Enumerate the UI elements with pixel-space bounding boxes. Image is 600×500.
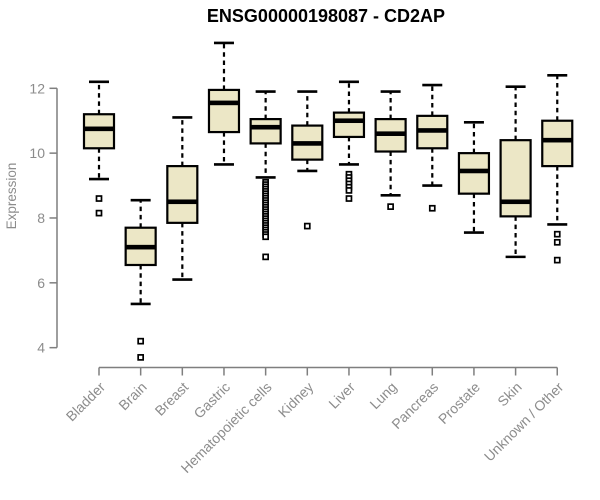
median-line [417,128,448,133]
iqr-box [541,119,574,168]
x-tick-label: Unknown / Other [481,379,567,465]
y-tick-label: 8 [37,210,45,226]
x-tick-label: Breast [152,379,192,419]
outlier-point [387,203,394,210]
iqr-box [332,111,366,139]
x-tick-label: Kidney [275,379,317,421]
outlier-point [137,354,145,361]
median-line [500,199,531,205]
outlier-point [553,238,561,246]
outlier-point [262,233,269,241]
iqr-box [457,152,491,195]
x-tick-label: Lung [366,379,399,412]
outlier-point [345,195,353,202]
y-tick-label: 12 [29,80,45,96]
y-tick-label: 6 [37,275,45,291]
boxplot-liver [332,80,366,202]
x-tick-label: Brain [115,379,149,413]
x-tick-label: Skin [494,379,525,410]
boxplot-kidney [291,90,324,230]
outlier-point [553,230,561,238]
boxplot-pancreas [416,83,449,212]
chart-title: ENSG00000198087 - CD2AP [207,6,445,26]
median-line [542,137,573,143]
outlier-point [345,187,353,194]
median-line [333,118,364,124]
median-line [375,131,406,136]
iqr-box [166,165,199,224]
boxplot-brain [124,198,157,361]
boxplot-prostate [457,121,491,234]
boxes-layer [82,41,574,361]
y-tick-label: 10 [29,145,45,161]
iqr-box [82,113,116,150]
median-line [292,141,323,146]
iqr-box [207,88,241,134]
iqr-box [499,139,532,218]
median-line [208,100,239,106]
x-tick-label: Prostate [435,379,483,427]
median-line [167,199,198,205]
boxplot-bladder [82,80,116,217]
outlier-point [428,204,436,212]
boxplot-breast [166,116,199,281]
y-axis-label: Expression [4,163,19,230]
x-tick-label: Liver [325,379,358,412]
boxplot-skin [499,85,532,259]
outlier-point [95,195,103,202]
boxplot-unknown-other [541,74,574,264]
median-line [458,168,489,174]
outlier-point [553,256,561,264]
median-line [250,124,281,130]
outlier-point [137,337,145,345]
outlier-point [262,253,269,261]
outlier-point [303,222,311,230]
outlier-point [95,209,103,217]
median-line [125,244,156,250]
boxplot-gastric [207,41,241,166]
iqr-box [249,117,282,145]
x-tick-label: Bladder [63,379,109,425]
boxplot-hematopoietic-cells [249,90,282,261]
boxplot-lung [374,90,407,210]
y-tick-label: 4 [37,340,45,356]
median-line [84,126,114,132]
